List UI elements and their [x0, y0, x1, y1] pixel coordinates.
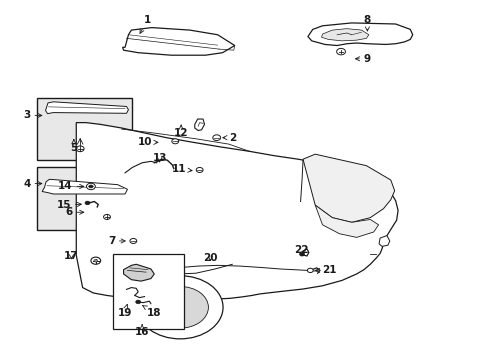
- Circle shape: [299, 252, 304, 256]
- Bar: [113, 253, 183, 329]
- Polygon shape: [194, 119, 204, 131]
- Circle shape: [85, 201, 90, 205]
- Polygon shape: [307, 23, 412, 45]
- Polygon shape: [122, 28, 234, 55]
- Text: 14: 14: [58, 181, 83, 192]
- Circle shape: [137, 276, 223, 339]
- Text: 4: 4: [23, 179, 42, 189]
- Polygon shape: [315, 205, 378, 237]
- Text: 20: 20: [203, 253, 217, 263]
- Polygon shape: [76, 123, 397, 301]
- Text: 7: 7: [108, 236, 125, 246]
- Polygon shape: [123, 264, 154, 281]
- Circle shape: [76, 146, 84, 152]
- Circle shape: [307, 268, 313, 273]
- Text: 6: 6: [65, 207, 83, 217]
- Text: 12: 12: [174, 125, 188, 138]
- Circle shape: [103, 215, 110, 220]
- Text: 10: 10: [137, 138, 158, 147]
- Text: 16: 16: [135, 325, 149, 337]
- Text: 9: 9: [355, 54, 370, 64]
- Text: 22: 22: [294, 245, 308, 255]
- Text: 2: 2: [223, 133, 236, 143]
- Bar: [37, 167, 132, 230]
- Circle shape: [171, 139, 178, 144]
- Polygon shape: [378, 235, 389, 246]
- Circle shape: [336, 48, 345, 55]
- Polygon shape: [45, 102, 128, 114]
- Text: 13: 13: [152, 153, 166, 163]
- Polygon shape: [303, 154, 394, 222]
- Text: 3: 3: [23, 111, 42, 121]
- Text: 19: 19: [117, 305, 131, 318]
- Circle shape: [89, 185, 93, 188]
- Text: 15: 15: [57, 200, 81, 210]
- Polygon shape: [42, 179, 127, 194]
- Text: 18: 18: [142, 306, 161, 318]
- Text: 11: 11: [171, 164, 192, 174]
- Circle shape: [136, 300, 141, 304]
- Text: 8: 8: [363, 15, 370, 31]
- Text: 17: 17: [64, 251, 79, 261]
- Circle shape: [152, 287, 208, 328]
- Text: 1: 1: [140, 15, 150, 33]
- Bar: [37, 98, 132, 160]
- Circle shape: [86, 183, 95, 190]
- Circle shape: [91, 257, 101, 264]
- Polygon shape: [321, 29, 368, 41]
- Circle shape: [94, 259, 98, 262]
- Circle shape: [196, 167, 203, 172]
- Text: 21: 21: [315, 265, 336, 275]
- Circle shape: [130, 238, 137, 243]
- Text: 5: 5: [70, 140, 77, 153]
- Circle shape: [212, 135, 220, 140]
